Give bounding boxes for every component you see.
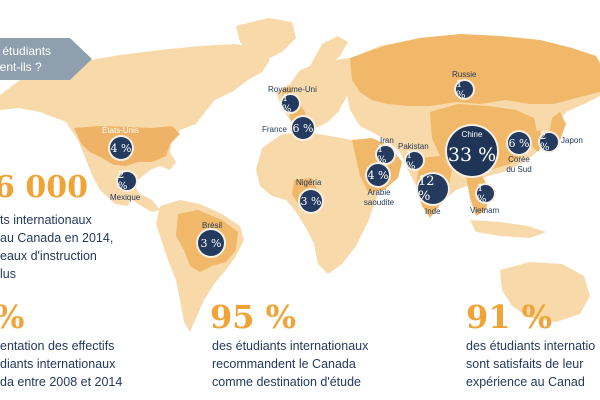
badge-inde: 12 % xyxy=(418,174,448,204)
russia-shape xyxy=(350,34,600,106)
badge-chine: 33 % xyxy=(447,126,497,176)
label-etats-unis: États-Unis xyxy=(102,126,139,135)
label-coree-line-1: Corée xyxy=(508,155,530,164)
stat-3-value: 95 % xyxy=(210,298,297,336)
label-inde: Inde xyxy=(425,207,441,216)
badge-iran: 1 % xyxy=(377,144,394,166)
label-arabie-line-1: Arabie xyxy=(367,188,391,197)
stat-1-line-2: au Canada en 2014, xyxy=(0,231,114,245)
label-coree-du-sud: Corée du Sud xyxy=(500,155,538,175)
label-pakistan: Pakistan xyxy=(398,142,429,151)
stat-4-line-2: sont satisfaits de leur xyxy=(466,357,584,371)
badge-bresil: 3 % xyxy=(198,230,224,256)
label-russie: Russie xyxy=(452,70,477,79)
callout-line-2: nent-ils ? xyxy=(0,60,42,74)
stat-1-value: 6 000 xyxy=(0,170,88,205)
scandinavia-shape xyxy=(310,36,348,66)
indonesia-shape xyxy=(470,220,546,238)
stat-4-value: 91 % xyxy=(466,298,553,336)
label-nigeria: Nigéria xyxy=(296,178,322,187)
badge-mexique: 2 % xyxy=(118,170,136,192)
label-japon: Japon xyxy=(561,136,583,145)
label-arabie-line-2: saoudite xyxy=(363,198,395,207)
label-vietnam: Vietnam xyxy=(470,206,500,215)
label-arabie-saoudite: Arabie saoudite xyxy=(358,188,400,208)
label-iran: Iran xyxy=(380,136,394,145)
question-callout: s étudiants nent-ils ? xyxy=(0,38,92,80)
stat-2-line-1: entation des effectifs xyxy=(0,339,115,353)
stat-3-line-1: des étudiants internationaux xyxy=(212,339,369,353)
label-coree-line-2: du Sud xyxy=(506,165,532,174)
badge-etats-unis: 4 % xyxy=(110,137,132,159)
badge-vietnam: 1 % xyxy=(477,183,494,205)
australia-shape xyxy=(500,262,590,322)
stat-1-line-3: eaux d'instruction xyxy=(0,249,97,263)
badge-arabie-saoudite: 4 % xyxy=(367,164,389,186)
stat-2-line-2: diants internationaux xyxy=(0,357,116,371)
stat-3-line-3: comme destination d'étude xyxy=(212,375,362,389)
label-royaume-uni: Royaume-Uni xyxy=(268,85,317,94)
label-mexique: Mexique xyxy=(110,193,141,202)
stat-1-line-1: ts internationaux xyxy=(0,213,92,227)
stat-3-line-2: recommandent le Canada xyxy=(212,357,356,371)
stat-2-line-3: da entre 2008 et 2014 xyxy=(0,375,123,389)
badge-coree-du-sud: 6 % xyxy=(508,132,530,154)
badge-russie: 1 % xyxy=(456,79,473,101)
badge-pakistan: 1 % xyxy=(406,150,423,172)
callout-line-1: s étudiants xyxy=(0,44,52,58)
north-america-shape xyxy=(0,44,270,206)
badge-japon: 2 % xyxy=(540,131,558,153)
badge-royaume-uni: 1 % xyxy=(282,93,299,115)
badge-france: 6 % xyxy=(292,117,314,139)
label-chine: Chine xyxy=(461,130,483,139)
stat-4-line-3: expérience au Canad xyxy=(466,375,585,389)
badge-chine-pct: 33 % xyxy=(447,144,497,166)
stat-4-line-1: des étudiants internatio xyxy=(466,339,596,353)
badge-nigeria: 3 % xyxy=(300,190,322,212)
label-bresil: Brésil xyxy=(202,221,223,230)
label-france: France xyxy=(262,125,287,134)
greenland-shape xyxy=(236,18,296,60)
stat-1-line-4: lus xyxy=(0,267,16,281)
stat-2-value: % xyxy=(0,298,24,336)
